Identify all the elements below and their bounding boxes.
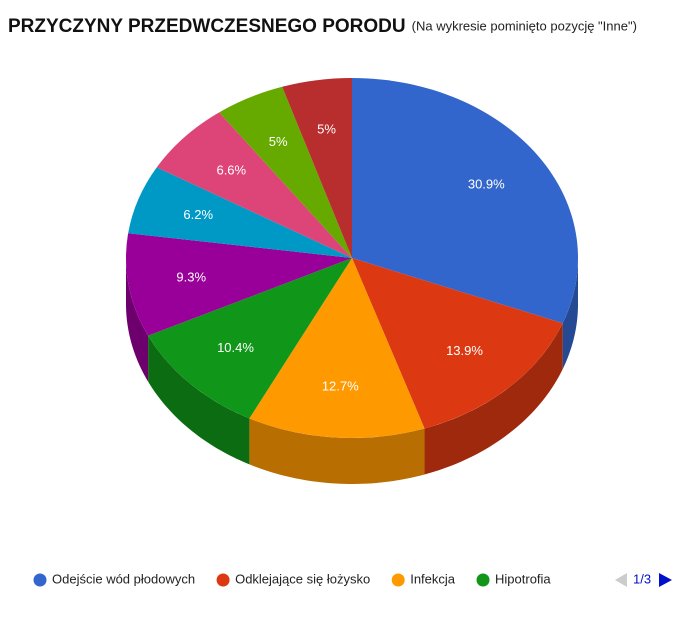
chart-title: PRZYCZYNY PRZEDWCZESNEGO PORODU	[8, 16, 406, 37]
data-label: 13.9%	[446, 343, 483, 358]
slice	[128, 167, 352, 258]
data-label: 5%	[269, 134, 288, 149]
legend-marker	[391, 573, 405, 587]
legend-prev[interactable]	[615, 573, 627, 587]
legend-label: Odejście wód płodowych	[52, 571, 195, 586]
data-label: 9.3%	[176, 269, 206, 284]
data-label: 6.6%	[216, 163, 246, 178]
legend-label: Odklejające się łożysko	[235, 571, 370, 586]
slice-side	[249, 418, 425, 484]
legend-page: 1/3	[633, 571, 651, 586]
chart-subtitle: (Na wykresie pominięto pozycję "Inne")	[412, 18, 637, 33]
slice-side	[562, 258, 578, 370]
legend-next[interactable]	[659, 573, 672, 587]
legend-label: Hipotrofia	[495, 571, 551, 586]
data-label: 10.4%	[217, 340, 254, 355]
slice	[148, 258, 352, 419]
slice	[125, 233, 352, 336]
slice-side	[424, 323, 563, 475]
slice-side	[126, 258, 149, 382]
data-label: 5%	[317, 121, 336, 136]
legend-marker	[33, 573, 47, 587]
slice	[282, 78, 352, 258]
slice	[249, 258, 425, 438]
legend-marker	[216, 573, 230, 587]
slice	[352, 78, 578, 324]
data-label: 12.7%	[322, 379, 359, 394]
data-label: 30.9%	[468, 176, 505, 191]
slice	[219, 86, 352, 258]
slice	[156, 112, 352, 258]
slice	[352, 258, 563, 429]
data-label: 6.2%	[183, 207, 213, 222]
legend-marker	[476, 573, 490, 587]
legend-label: Infekcja	[410, 571, 456, 586]
slice-side	[148, 335, 250, 465]
